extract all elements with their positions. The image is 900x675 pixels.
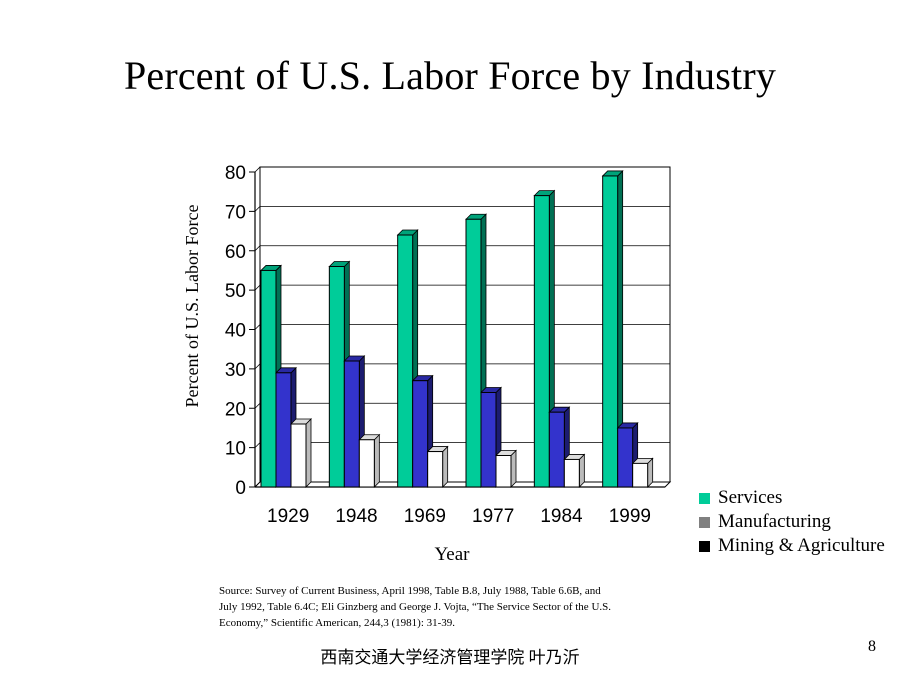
bar-services-1948 bbox=[328, 266, 345, 488]
y-tick-label: 0 bbox=[235, 478, 246, 499]
gridline-side bbox=[254, 284, 261, 291]
source-citation: Source: Survey of Current Business, Apri… bbox=[219, 585, 612, 629]
legend-swatch-manufacturing bbox=[699, 516, 710, 528]
gridline-side bbox=[254, 324, 261, 330]
slide-title: Percent of U.S. Labor Force by Industry bbox=[123, 53, 777, 98]
y-tick-label: 70 bbox=[225, 202, 246, 223]
bar-mining-agriculture-1969 bbox=[427, 451, 444, 488]
bar-chart: 0 10 20 30 40 50 60 70 80 1929 1948 1969 1977 1984 199… bbox=[182, 163, 672, 565]
bar-manufacturing-1999 bbox=[617, 427, 634, 488]
bar-mining-agriculture-1929 bbox=[290, 423, 307, 488]
bar-services-1977 bbox=[465, 218, 482, 488]
y-tick-label: 10 bbox=[225, 439, 246, 460]
gridline-side bbox=[254, 402, 261, 409]
legend-item-services: Services bbox=[699, 486, 885, 510]
legend-label-mining-agriculture: Mining & Agriculture bbox=[718, 535, 885, 556]
legend-label-manufacturing: Manufacturing bbox=[718, 511, 831, 532]
x-tick-label: 1969 bbox=[404, 506, 446, 527]
legend-swatch-mining-agriculture bbox=[699, 540, 710, 552]
y-tick-label: 80 bbox=[225, 163, 246, 184]
x-tick-label: 1929 bbox=[267, 506, 309, 527]
bar-manufacturing-1948 bbox=[343, 360, 360, 488]
page-number: 8 bbox=[868, 638, 876, 655]
gridline-side bbox=[254, 245, 261, 252]
bar-side bbox=[442, 445, 449, 488]
bar-side bbox=[578, 453, 585, 488]
bar-services-1999 bbox=[602, 175, 619, 488]
y-tick-label: 60 bbox=[225, 242, 246, 263]
bar-services-1929 bbox=[260, 269, 277, 488]
y-tick-label: 50 bbox=[225, 281, 246, 302]
footer-institution: 西南交通大学经济管理学院 叶乃沂 bbox=[320, 648, 580, 667]
gridline-side bbox=[254, 206, 261, 212]
legend-item-manufacturing: Manufacturing bbox=[699, 510, 885, 534]
bar-side bbox=[373, 433, 380, 488]
gridline-side bbox=[254, 363, 261, 370]
bar-manufacturing-1929 bbox=[275, 372, 292, 488]
y-tick-label: 40 bbox=[225, 321, 246, 342]
bar-manufacturing-1969 bbox=[412, 380, 429, 488]
x-tick-label: 1977 bbox=[472, 506, 514, 527]
y-tick-label: 20 bbox=[225, 399, 246, 420]
x-tick-label: 1948 bbox=[335, 506, 377, 527]
bar-mining-agriculture-1999 bbox=[632, 462, 649, 488]
legend-label-services: Services bbox=[718, 487, 783, 508]
bar-manufacturing-1984 bbox=[548, 411, 565, 488]
gridline-side bbox=[254, 166, 261, 173]
y-axis-title: Percent of U.S. Labor Force bbox=[182, 205, 202, 408]
bar-side bbox=[305, 418, 312, 488]
chart-legend: Services Manufacturing Mining & Agricult… bbox=[699, 486, 885, 558]
bar-mining-agriculture-1984 bbox=[563, 458, 580, 488]
bar-mining-agriculture-1977 bbox=[495, 455, 512, 488]
x-tick-label: 1999 bbox=[609, 506, 651, 527]
bar-services-1969 bbox=[397, 234, 414, 488]
gridline-side bbox=[254, 442, 261, 448]
bar-services-1984 bbox=[533, 195, 550, 488]
x-tick-label: 1984 bbox=[540, 506, 583, 527]
gridline-side bbox=[254, 481, 261, 488]
y-tick-label: 30 bbox=[225, 360, 246, 381]
bar-side bbox=[510, 449, 517, 488]
bar-manufacturing-1977 bbox=[480, 392, 497, 488]
legend-swatch-services bbox=[699, 492, 710, 504]
x-axis-title: Year bbox=[434, 544, 470, 565]
bar-mining-agriculture-1948 bbox=[358, 439, 375, 488]
legend-item-mining-agriculture: Mining & Agriculture bbox=[699, 534, 885, 558]
